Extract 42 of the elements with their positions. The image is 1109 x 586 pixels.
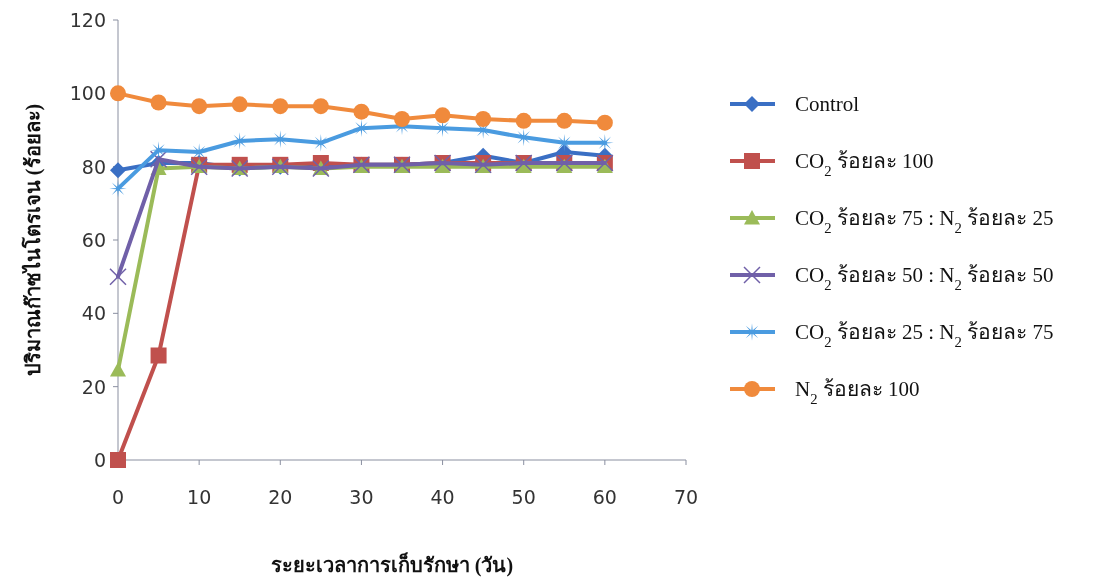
y-tick-label: 120 [69, 9, 106, 31]
point [110, 362, 126, 377]
x-axis-title: ระยะเวลาการเก็บรักษา (วัน) [270, 552, 514, 577]
point [110, 452, 126, 468]
legend-label: CO$_{2}$ ร้อยละ 25 : N$_{2}$ ร้อยละ 75 [795, 320, 1054, 350]
point [475, 111, 492, 127]
x-tick-label: 10 [187, 486, 212, 508]
y-tick-label: 0 [93, 449, 106, 471]
x-tick-label: 0 [111, 486, 125, 508]
x-tick-label: 30 [349, 486, 374, 508]
point [109, 267, 127, 286]
y-tick-label: 40 [81, 302, 106, 325]
point [596, 114, 613, 131]
x-tick-label: 40 [430, 486, 455, 508]
y-tick-label: 60 [81, 229, 106, 251]
point [515, 112, 532, 129]
point [556, 112, 573, 129]
y-axis-title: ปริมาณก๊าซไนโตรเจน (ร้อยละ) [21, 103, 45, 377]
point [191, 98, 208, 115]
x-tick-label: 20 [268, 486, 293, 508]
point [149, 150, 168, 169]
x-tick-label: 60 [592, 486, 617, 508]
point [312, 98, 329, 115]
point [394, 111, 410, 127]
x-tick-label: 50 [511, 486, 536, 508]
legend-label: CO$_{2}$ ร้อยละ 100 [795, 149, 934, 179]
point [353, 103, 370, 120]
x-tick-label: 70 [673, 486, 699, 508]
legend-label: Control [795, 92, 860, 116]
point [150, 94, 167, 111]
legend-label: N$_{2}$ ร้อยละ 100 [795, 377, 920, 407]
point [231, 96, 248, 113]
legend-label: CO$_{2}$ ร้อยละ 50 : N$_{2}$ ร้อยละ 50 [795, 263, 1054, 293]
point [434, 107, 451, 124]
point [110, 162, 126, 179]
point [272, 98, 289, 115]
y-tick-label: 20 [81, 375, 106, 398]
legend-label: CO$_{2}$ ร้อยละ 75 : N$_{2}$ ร้อยละ 25 [795, 206, 1054, 236]
point [150, 347, 167, 364]
y-tick-label: 100 [69, 82, 106, 105]
point [110, 85, 126, 102]
y-tick-label: 80 [81, 155, 106, 178]
